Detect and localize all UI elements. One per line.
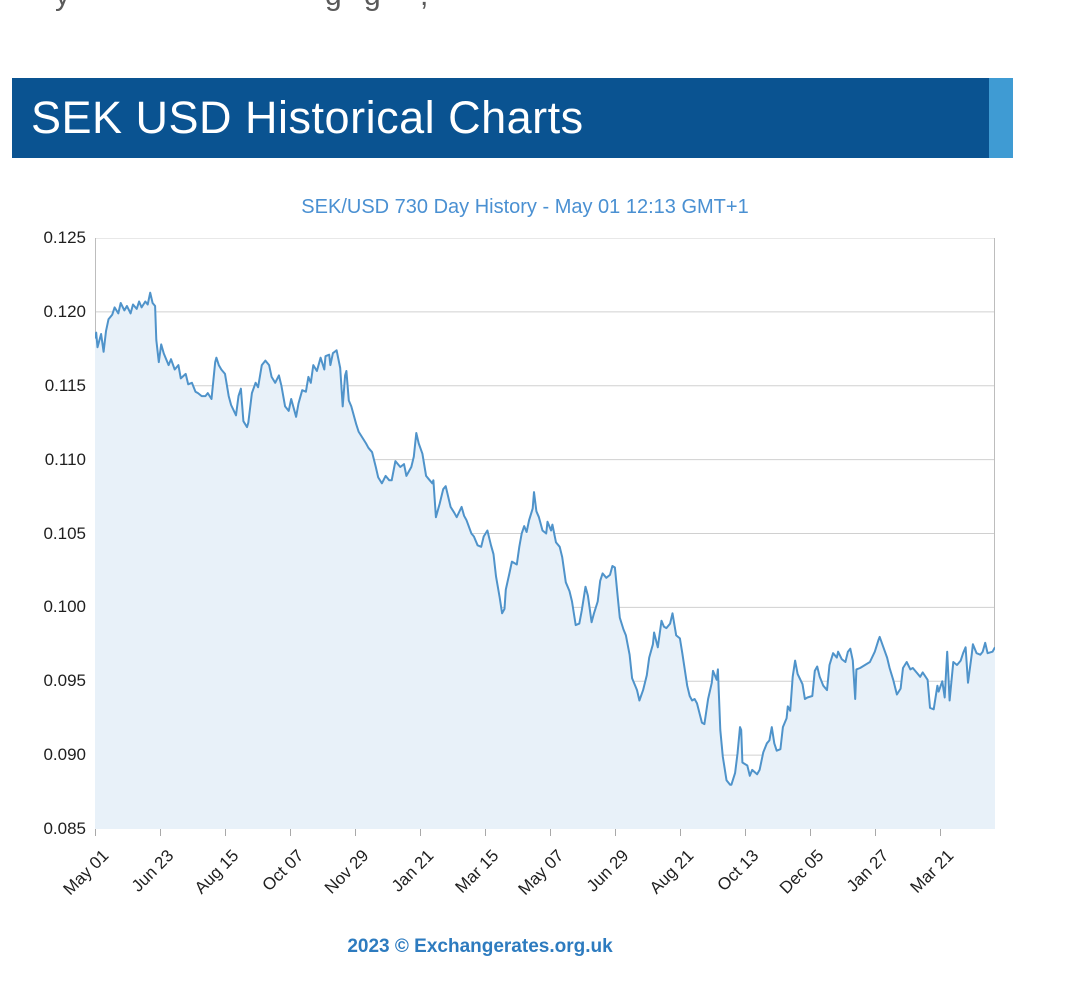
footer-credit-link[interactable]: 2023 © Exchangerates.org.uk xyxy=(347,936,613,957)
y-axis-label: 0.120 xyxy=(43,301,86,321)
x-axis-label: Jan 21 xyxy=(387,846,438,896)
x-axis-label: Mar 21 xyxy=(906,846,958,897)
x-axis-tick xyxy=(679,829,681,836)
x-axis-label: Jun 29 xyxy=(582,846,633,896)
page-title: SEK USD Historical Charts xyxy=(31,92,584,143)
x-axis-label: May 07 xyxy=(514,846,568,899)
cropped-glyph: g xyxy=(325,0,342,13)
y-axis-label: 0.100 xyxy=(43,597,86,617)
cropped-glyph: , xyxy=(420,0,428,13)
x-axis-label: Nov 29 xyxy=(320,846,373,898)
x-axis-tick xyxy=(289,829,291,836)
y-axis-label: 0.105 xyxy=(43,523,86,543)
x-axis-tick xyxy=(939,829,941,836)
price-chart-plot xyxy=(95,238,995,829)
x-axis-tick xyxy=(224,829,226,836)
x-axis-label: Dec 05 xyxy=(775,846,828,898)
y-axis-label: 0.090 xyxy=(43,745,86,765)
y-axis-label: 0.095 xyxy=(43,671,86,691)
cropped-glyph: g xyxy=(364,0,381,13)
x-axis-label: Mar 15 xyxy=(451,846,503,897)
x-axis-label: Oct 13 xyxy=(713,846,763,895)
chart-title: SEK/USD 730 Day History - May 01 12:13 G… xyxy=(301,196,749,218)
x-axis-tick xyxy=(95,829,96,836)
header-accent-strip xyxy=(989,78,1013,158)
x-axis-tick xyxy=(159,829,161,836)
x-axis-label: Oct 07 xyxy=(258,846,308,895)
x-axis-tick xyxy=(549,829,551,836)
y-axis-label: 0.125 xyxy=(43,228,86,247)
x-axis-tick xyxy=(354,829,356,836)
y-axis-label: 0.085 xyxy=(43,819,86,838)
x-axis-label: Aug 15 xyxy=(190,846,243,898)
x-axis-tick xyxy=(874,829,876,836)
cropped-glyph: y xyxy=(55,0,70,13)
x-axis-tick xyxy=(744,829,746,836)
y-axis-label: 0.115 xyxy=(44,375,86,395)
page-header: SEK USD Historical Charts xyxy=(12,78,989,158)
x-axis-label: May 01 xyxy=(59,846,113,899)
x-axis-tick xyxy=(809,829,811,836)
series-area-fill xyxy=(95,292,995,829)
x-axis-label: Jan 27 xyxy=(842,846,893,896)
series-line xyxy=(95,291,995,786)
x-axis-tick xyxy=(614,829,616,836)
cropped-text-row: y g g, xyxy=(0,0,1080,14)
y-axis-label: 0.110 xyxy=(44,449,86,469)
x-axis-tick xyxy=(419,829,421,836)
x-axis-label: Aug 21 xyxy=(645,846,698,898)
x-axis-tick xyxy=(484,829,486,836)
x-axis-label: Jun 23 xyxy=(127,846,178,896)
